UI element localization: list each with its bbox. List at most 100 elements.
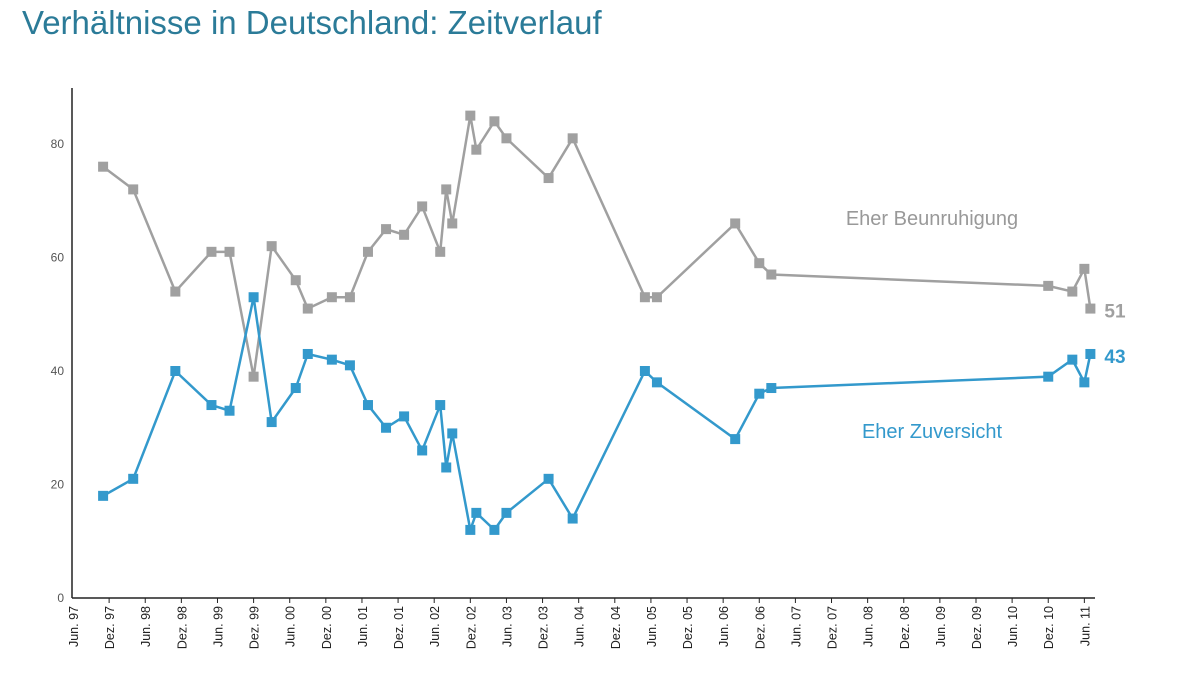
x-tick-label: Jun. 01 (356, 606, 370, 647)
data-point (766, 269, 777, 280)
x-tick-label: Jun. 08 (862, 606, 876, 647)
data-point (1085, 348, 1096, 359)
x-tick-label: Dez. 08 (898, 606, 912, 649)
x-tick-label: Jun. 98 (139, 606, 153, 647)
x-tick-label: Dez. 98 (175, 606, 189, 649)
data-point (543, 173, 554, 184)
y-tick-label: 0 (57, 591, 64, 605)
x-tick-label: Dez. 04 (609, 606, 623, 649)
series-label-beunruhigung: Eher Beunruhigung (846, 208, 1018, 230)
end-value-label: 51 (1104, 302, 1126, 323)
x-tick-label: Dez. 00 (320, 606, 334, 649)
data-point (754, 388, 765, 399)
x-tick-label: Jun. 04 (573, 606, 587, 647)
x-tick-label: Jun. 03 (500, 606, 514, 647)
data-point (417, 445, 428, 456)
series-beunruhigung (98, 110, 1096, 382)
y-tick-label: 60 (51, 251, 65, 265)
data-point (98, 161, 109, 172)
data-point (98, 490, 109, 501)
data-point (381, 422, 392, 433)
data-point (435, 246, 446, 257)
data-point (399, 411, 410, 422)
data-point (344, 360, 355, 371)
data-point (224, 246, 235, 257)
series-line (102, 296, 1092, 535)
data-point (730, 434, 741, 445)
data-point (290, 275, 301, 286)
x-tick-label: Jun. 11 (1078, 606, 1092, 646)
data-point (362, 246, 373, 257)
x-tick-label: Jun. 06 (717, 606, 731, 647)
data-point (1079, 377, 1090, 388)
data-point (224, 405, 235, 416)
data-point (290, 383, 301, 394)
data-point (501, 507, 512, 518)
data-point (471, 507, 482, 518)
y-tick-label: 80 (51, 137, 65, 151)
x-tick-label: Dez. 03 (537, 606, 551, 649)
data-point (326, 354, 337, 365)
data-point (639, 292, 650, 303)
chart-title: Verhältnisse in Deutschland: Zeitverlauf (22, 4, 602, 41)
data-point (266, 417, 277, 428)
data-point (441, 462, 452, 473)
data-point (639, 366, 650, 376)
data-point (128, 184, 139, 195)
data-point (1043, 280, 1054, 291)
x-tick-label: Jun. 09 (934, 606, 948, 647)
x-tick-label: Jun. 99 (211, 606, 225, 647)
data-point (1067, 354, 1078, 365)
data-point (417, 201, 428, 212)
data-point (302, 303, 313, 314)
data-point (651, 377, 662, 388)
data-point (326, 292, 337, 303)
data-point (651, 292, 662, 303)
series-layer (98, 110, 1096, 535)
data-point (1085, 303, 1096, 314)
x-tick-label: Dez. 07 (826, 606, 840, 649)
data-point (170, 286, 181, 297)
series-label-zuversicht: Eher Zuversicht (862, 421, 1002, 443)
x-tick-label: Jun. 97 (67, 606, 81, 647)
data-point (543, 473, 554, 484)
x-tick-label: Jun. 05 (645, 606, 659, 647)
data-point (766, 383, 777, 394)
x-tick-label: Dez. 09 (970, 606, 984, 649)
data-point (567, 513, 578, 524)
data-point (399, 229, 410, 240)
x-tick-label: Dez. 02 (464, 606, 478, 649)
x-tick-label: Jun. 07 (789, 606, 803, 647)
x-tick-label: Dez. 10 (1042, 606, 1056, 649)
series-line (102, 115, 1092, 377)
y-tick-label: 20 (51, 478, 65, 492)
data-point (489, 524, 500, 535)
x-tick-label: Dez. 01 (392, 606, 406, 649)
x-tick-label: Dez. 06 (753, 606, 767, 649)
data-point (754, 258, 765, 269)
data-point (206, 400, 217, 411)
data-point (266, 241, 277, 252)
x-tick-label: Dez. 97 (103, 606, 117, 649)
y-tick-label: 40 (51, 364, 65, 378)
data-point (1043, 371, 1054, 382)
x-tick-label: Jun. 10 (1006, 606, 1020, 647)
data-point (1079, 263, 1090, 274)
data-point (447, 218, 458, 229)
data-point (381, 224, 392, 235)
data-point (730, 218, 741, 229)
x-tick-label: Jun. 02 (428, 606, 442, 647)
data-point (465, 110, 476, 121)
x-tick-label: Dez. 99 (248, 606, 262, 649)
data-point (567, 133, 578, 144)
data-point (344, 292, 355, 303)
data-point (248, 371, 259, 382)
data-point (465, 524, 476, 535)
data-point (471, 144, 482, 155)
data-point (1067, 286, 1078, 297)
labels-layer: 51 43 Eher Beunruhigung Eher Zuversicht (846, 208, 1126, 443)
series-zuversicht (98, 292, 1096, 535)
data-point (302, 348, 313, 359)
data-point (128, 473, 139, 484)
